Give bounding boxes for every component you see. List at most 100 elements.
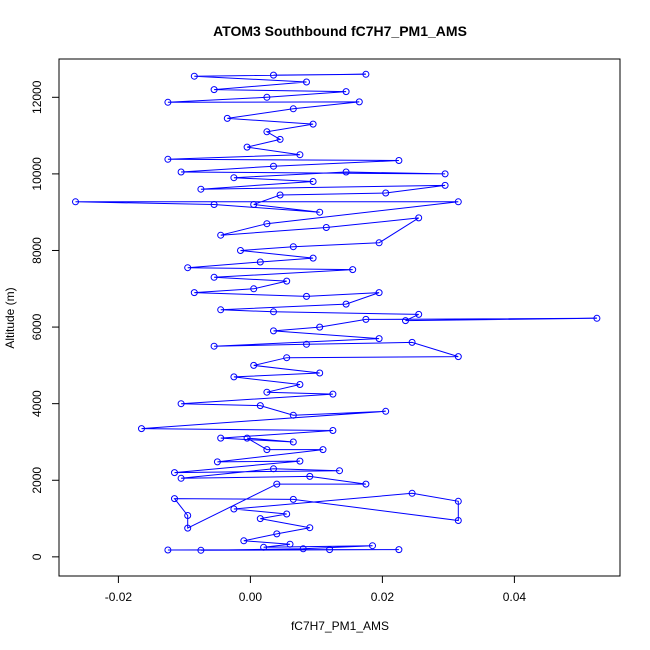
data-point — [289, 243, 297, 251]
data-point — [270, 308, 277, 316]
plot-area — [72, 70, 601, 554]
data-point — [309, 178, 317, 185]
data-point — [171, 495, 178, 503]
data-point — [395, 546, 403, 554]
data-point — [230, 174, 238, 182]
data-point — [329, 390, 337, 398]
data-point — [309, 120, 317, 128]
data-point — [210, 273, 218, 281]
data-point — [276, 191, 284, 199]
data-point — [309, 254, 317, 262]
y-axis: 0 2000 4000 6000 8000 10000 12000 — [30, 80, 60, 560]
data-point — [210, 201, 218, 208]
y-tick-label: 2000 — [30, 467, 44, 494]
data-point — [243, 434, 251, 442]
x-tick-label: 0.04 — [503, 590, 527, 604]
data-point — [210, 342, 218, 350]
data-point — [342, 168, 350, 176]
data-point — [210, 86, 218, 94]
data-point — [296, 381, 304, 388]
data-point — [362, 480, 370, 488]
data-point — [270, 465, 277, 473]
data-point — [184, 512, 192, 519]
data-point — [256, 515, 264, 523]
data-point — [217, 434, 225, 442]
data-point — [217, 231, 225, 239]
data-point — [197, 185, 205, 193]
data-point — [240, 537, 248, 545]
data-point — [441, 181, 449, 189]
data-point — [316, 369, 324, 377]
data-point — [243, 143, 251, 151]
data-point — [270, 162, 277, 170]
data-point — [263, 446, 271, 454]
data-point — [250, 361, 258, 369]
data-point — [283, 277, 291, 285]
data-point — [230, 373, 238, 381]
data-point — [273, 480, 281, 488]
data-point — [306, 472, 314, 480]
data-point — [289, 495, 297, 503]
data-point — [177, 168, 185, 176]
data-point — [355, 98, 363, 106]
data-point — [263, 93, 271, 101]
data-point — [263, 388, 271, 396]
data-point — [250, 201, 258, 208]
y-tick-label: 4000 — [30, 390, 44, 417]
data-point — [213, 458, 221, 466]
chart-title: ATOM3 Southbound fC7H7_PM1_AMS — [213, 23, 467, 39]
y-tick-label: 12000 — [30, 80, 44, 114]
data-point — [375, 239, 383, 247]
data-point — [289, 438, 297, 446]
data-point — [289, 105, 297, 113]
data-point — [296, 151, 304, 159]
data-point — [263, 128, 271, 136]
data-point — [454, 353, 462, 361]
data-point — [326, 546, 334, 554]
data-point — [322, 224, 330, 231]
data-point — [454, 517, 462, 524]
data-point — [177, 400, 185, 408]
data-point — [217, 306, 225, 314]
x-axis: -0.02 0.00 0.02 0.04 — [105, 575, 527, 604]
data-point — [306, 524, 314, 532]
data-point — [454, 198, 462, 206]
y-tick-label: 0 — [30, 553, 44, 560]
data-point — [164, 155, 172, 163]
x-tick-label: 0.00 — [239, 590, 263, 604]
data-point — [342, 300, 350, 308]
data-point — [336, 467, 343, 475]
data-point — [375, 335, 383, 343]
data-point — [223, 114, 231, 122]
data-point — [289, 411, 297, 419]
data-point — [171, 469, 178, 477]
data-point — [415, 214, 423, 222]
data-point — [273, 530, 281, 538]
data-point — [349, 266, 357, 274]
data-point — [362, 315, 370, 323]
data-point — [593, 314, 601, 322]
data-point — [408, 489, 416, 497]
data-point — [454, 497, 462, 505]
data-point — [197, 546, 205, 554]
data-point — [283, 510, 291, 518]
data-point — [138, 425, 145, 433]
data-point — [177, 474, 185, 482]
data-point — [299, 545, 307, 553]
data-point — [260, 543, 268, 551]
data-point — [256, 402, 264, 410]
data-point — [276, 135, 284, 143]
data-point — [369, 542, 376, 550]
data-point — [164, 546, 172, 554]
data-point — [362, 70, 370, 78]
data-point — [342, 88, 350, 96]
data-point — [375, 289, 383, 297]
data-point — [72, 198, 79, 206]
data-point — [263, 220, 271, 228]
data-point — [382, 189, 390, 197]
x-tick-label: -0.02 — [105, 590, 133, 604]
data-point — [256, 258, 264, 266]
data-point — [270, 71, 277, 79]
